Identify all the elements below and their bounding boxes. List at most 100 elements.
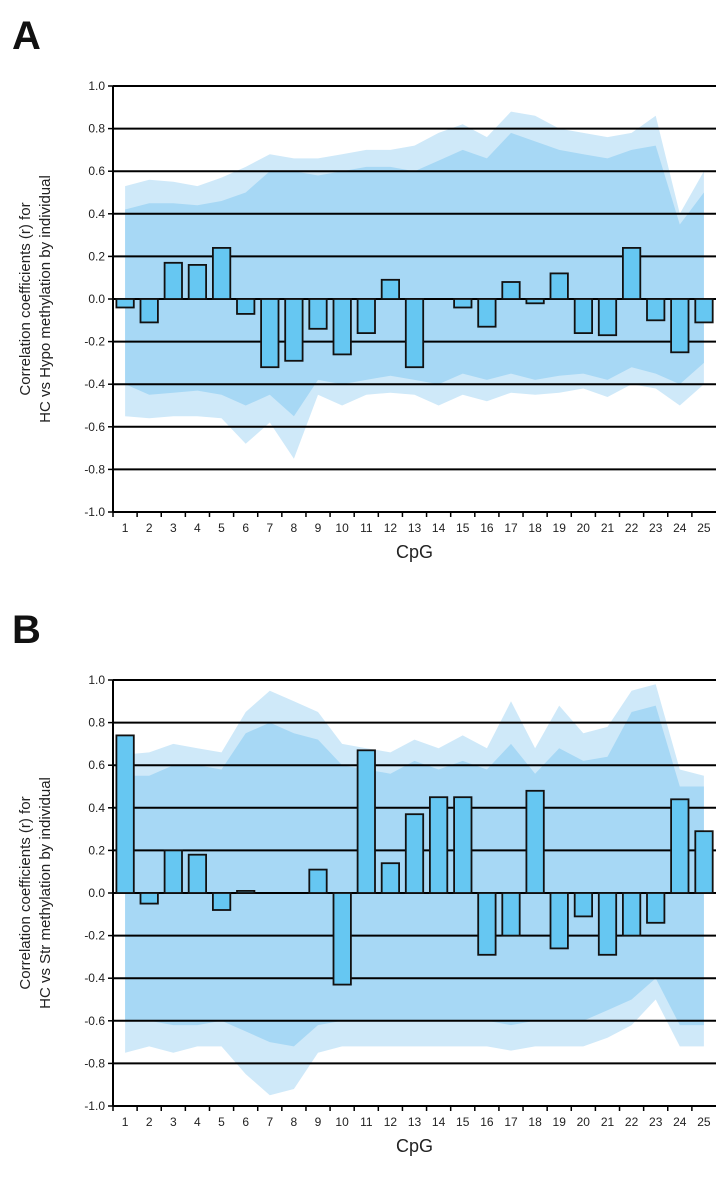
bar	[646, 892, 666, 924]
x-tick-label: 19	[553, 1115, 567, 1129]
x-tick-label: 13	[408, 1115, 422, 1129]
x-tick-label: 18	[528, 1115, 542, 1129]
y-tick-label: 0.8	[88, 122, 105, 136]
bar	[597, 892, 618, 956]
bar	[115, 734, 135, 894]
x-tick-label: 3	[170, 521, 177, 535]
x-tick-label: 8	[291, 521, 298, 535]
bar	[139, 298, 159, 324]
bar	[308, 298, 328, 330]
bar	[356, 298, 376, 334]
x-tick-label: 25	[697, 1115, 711, 1129]
y-tick-label: -0.2	[84, 929, 105, 943]
y-tick-label: 0.6	[88, 758, 105, 772]
x-tick-label: 23	[649, 521, 663, 535]
bar	[622, 246, 642, 300]
x-tick-label: 4	[194, 1115, 201, 1129]
x-tick-label: 22	[625, 1115, 639, 1129]
chart-panel-a: A -1.0 -0.8 -0.6 -0.4 -0.2 0.0 0.2 0.4 0.6 0.8 1.0…	[12, 14, 716, 562]
y-tick-label: 0.8	[88, 716, 105, 730]
bar	[477, 298, 497, 328]
y-tick-label: 0.4	[88, 207, 105, 221]
y-tick-label: 0.0	[88, 886, 105, 900]
panel-label: B	[12, 608, 41, 652]
bar	[404, 813, 425, 894]
bar	[211, 246, 232, 300]
x-tick-label: 10	[335, 1115, 349, 1129]
bar	[573, 892, 594, 918]
y-tick-label: 0.2	[88, 249, 105, 263]
bar	[308, 868, 328, 894]
bar	[163, 261, 183, 300]
x-tick-label: 20	[577, 521, 591, 535]
bar-chart: -1.0-0.8-0.6-0.4-0.20.00.20.40.60.81.01 2…	[17, 79, 716, 562]
bar	[356, 749, 376, 894]
bar	[525, 298, 545, 305]
bar	[380, 862, 401, 894]
y-tick-label: -1.0	[84, 1099, 105, 1113]
x-tick-label: 6	[242, 1115, 249, 1129]
bar	[694, 830, 714, 894]
bar	[260, 298, 280, 369]
x-tick-label: 1	[122, 1115, 129, 1129]
bar	[622, 892, 642, 937]
x-tick-label: 12	[384, 521, 398, 535]
x-tick-label: 4	[194, 521, 201, 535]
x-tick-label: 6	[242, 521, 249, 535]
x-tick-label: 13	[408, 521, 422, 535]
x-tick-label: 2	[146, 521, 153, 535]
bar	[477, 892, 497, 956]
inner-range-band	[125, 132, 704, 417]
x-tick-label: 7	[266, 1115, 273, 1129]
x-tick-label: 11	[360, 521, 373, 535]
bar	[115, 298, 135, 309]
bar	[428, 796, 449, 894]
y-tick-label: -0.6	[84, 1014, 105, 1028]
bar	[236, 298, 256, 315]
bar	[597, 298, 618, 337]
x-tick-label: 14	[432, 521, 446, 535]
bar	[404, 298, 425, 369]
x-tick-label: 5	[218, 1115, 225, 1129]
x-tick-label: 25	[697, 521, 711, 535]
y-tick-label: -0.8	[84, 462, 105, 476]
bar	[549, 272, 569, 300]
y-axis-title-line: Correlation coefficients (r) for	[17, 796, 34, 989]
x-tick-label: 15	[456, 521, 470, 535]
bar	[670, 298, 690, 354]
y-tick-label: -1.0	[84, 505, 105, 519]
y-tick-label: 0.6	[88, 164, 105, 178]
bar	[332, 892, 352, 986]
x-tick-label: 14	[432, 1115, 446, 1129]
bar	[646, 298, 666, 322]
x-tick-label: 5	[218, 521, 225, 535]
bar	[501, 892, 521, 937]
bar	[549, 892, 569, 950]
x-tick-label: 11	[360, 1115, 373, 1129]
y-tick-label: -0.2	[84, 335, 105, 349]
x-tick-label: 3	[170, 1115, 177, 1129]
x-tick-label: 2	[146, 1115, 153, 1129]
x-tick-label: 21	[601, 521, 615, 535]
y-tick-label: -0.8	[84, 1056, 105, 1070]
bar-chart: -1.0-0.8-0.6-0.4-0.20.00.20.40.60.81.01 2…	[17, 673, 716, 1156]
bar	[501, 281, 521, 300]
x-tick-label: 19	[553, 521, 567, 535]
x-tick-label: 9	[315, 521, 322, 535]
y-tick-label: 1.0	[88, 79, 105, 93]
x-tick-label: 8	[291, 1115, 298, 1129]
y-tick-label: 0.2	[88, 843, 105, 857]
x-tick-label: 24	[673, 1115, 687, 1129]
y-tick-label: 0.0	[88, 292, 105, 306]
x-tick-label: 12	[384, 1115, 398, 1129]
bar	[525, 789, 545, 894]
bar	[453, 796, 473, 894]
bar	[236, 889, 256, 894]
bar	[187, 263, 207, 300]
y-axis-title-line: HC vs Hypo methylation by individual	[37, 175, 54, 423]
bar	[211, 892, 232, 911]
y-tick-label: 0.4	[88, 801, 105, 815]
y-tick-label: -0.4	[84, 377, 105, 391]
bar	[332, 298, 352, 356]
x-axis-title: CpG	[396, 1136, 433, 1156]
